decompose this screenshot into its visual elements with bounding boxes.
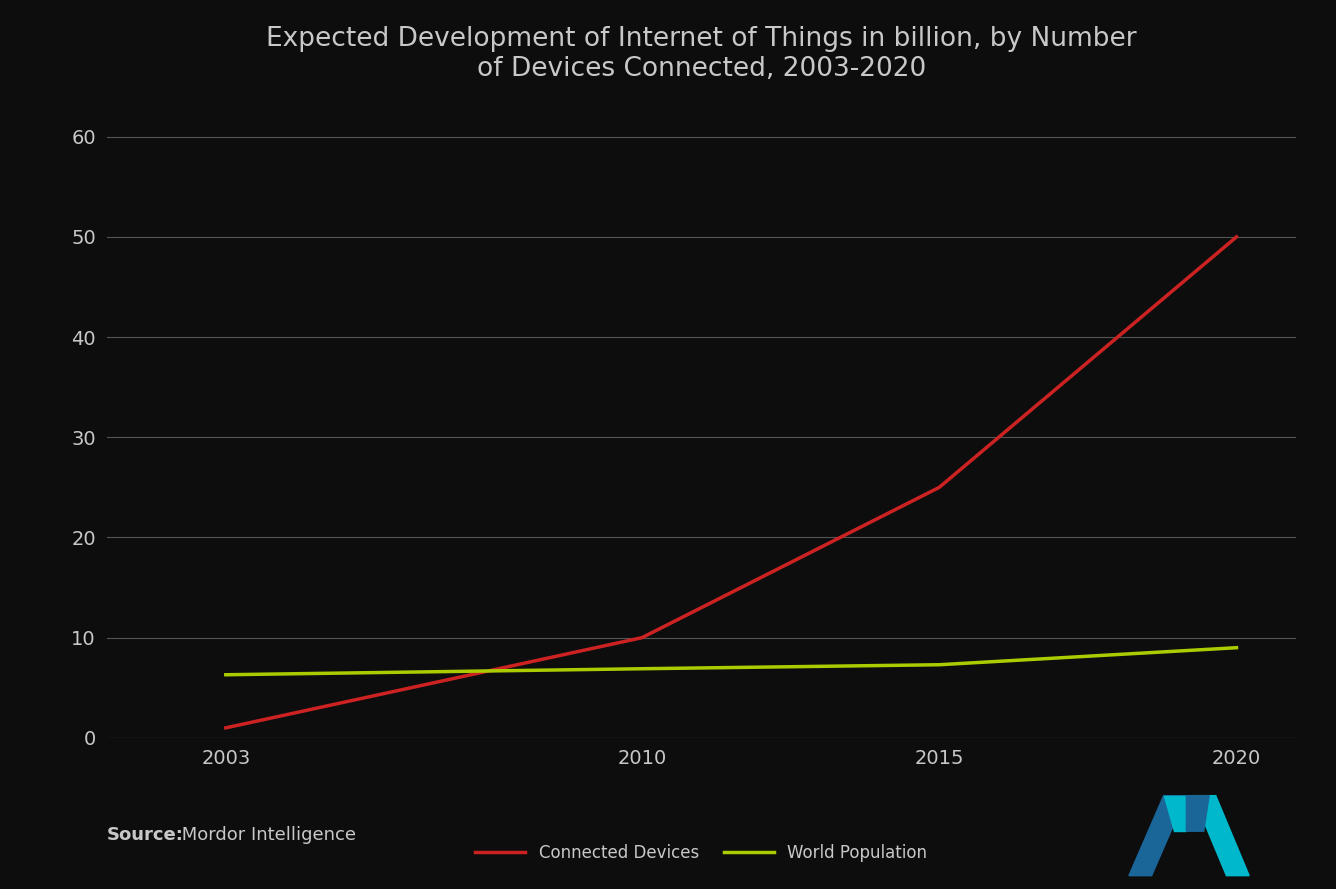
Polygon shape [1193,796,1249,876]
Polygon shape [1129,796,1186,876]
Title: Expected Development of Internet of Things in billion, by Number
of Devices Conn: Expected Development of Internet of Thin… [266,26,1137,82]
Text: Mordor Intelligence: Mordor Intelligence [176,826,357,844]
Polygon shape [1164,796,1186,831]
Polygon shape [1186,796,1209,831]
Text: Source:: Source: [107,826,184,844]
Legend: Connected Devices, World Population: Connected Devices, World Population [469,837,934,869]
